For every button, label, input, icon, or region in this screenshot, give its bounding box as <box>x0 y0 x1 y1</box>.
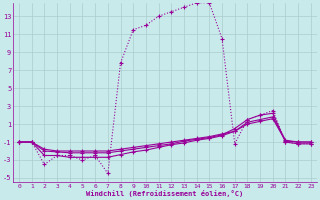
X-axis label: Windchill (Refroidissement éolien,°C): Windchill (Refroidissement éolien,°C) <box>86 190 244 197</box>
